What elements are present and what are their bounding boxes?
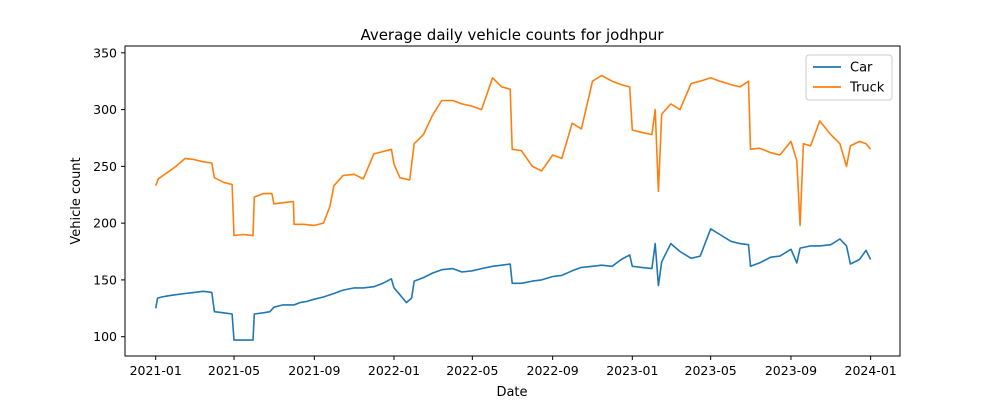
x-tick-label: 2021-01	[130, 363, 182, 378]
y-tick-label: 300	[93, 102, 117, 117]
y-axis: 100 150 200 250 300 350	[93, 45, 125, 344]
x-axis-label: Date	[496, 385, 527, 400]
x-tick-label: 2023-05	[685, 363, 737, 378]
plot-frame	[124, 45, 901, 357]
series-line-truck	[154, 74, 872, 237]
plot-lines	[154, 74, 872, 341]
x-axis: 2021-01 2021-05 2021-09 2022-01 2022-05 2022-…	[130, 356, 897, 378]
x-tick-label: 2024-01	[845, 363, 897, 378]
legend-label-truck: Truck	[849, 81, 885, 96]
x-tick-label: 2021-05	[208, 363, 260, 378]
legend-label-car: Car	[850, 61, 873, 76]
y-tick-label: 150	[93, 272, 117, 287]
x-tick-label: 2023-09	[765, 363, 817, 378]
x-tick-label: 2022-05	[446, 363, 498, 378]
y-tick-label: 350	[93, 45, 117, 60]
x-tick-label: 2022-09	[527, 363, 579, 378]
series-line-car	[154, 228, 872, 341]
x-tick-label: 2021-09	[288, 363, 340, 378]
y-tick-label: 100	[93, 329, 117, 344]
y-tick-label: 250	[93, 159, 117, 174]
x-tick-label: 2023-01	[606, 363, 658, 378]
y-axis-label: Vehicle count	[69, 157, 84, 244]
x-tick-label: 2022-01	[368, 363, 420, 378]
y-tick-label: 200	[93, 216, 117, 231]
chart-title: Average daily vehicle counts for jodhpur	[360, 26, 664, 44]
legend: Car Truck	[805, 54, 893, 101]
